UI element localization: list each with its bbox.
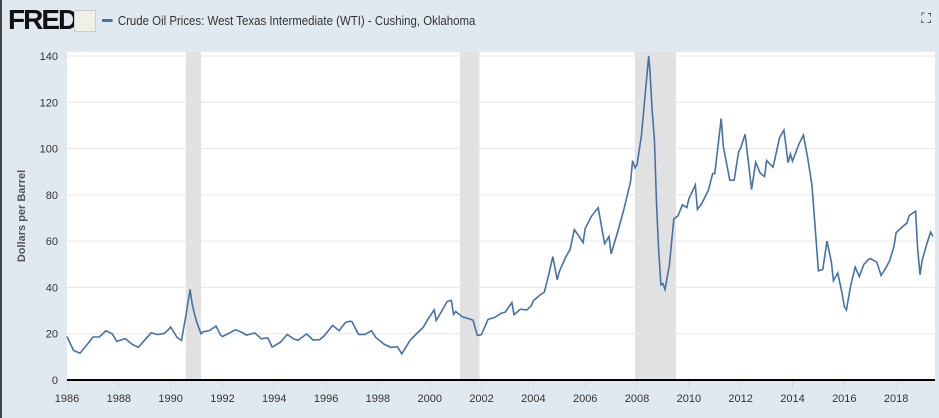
chart-logo-icon (74, 10, 96, 32)
recession-band (460, 52, 480, 380)
x-tick-label: 2006 (573, 393, 597, 405)
series-line (66, 55, 934, 356)
x-tick-label: 1986 (55, 393, 79, 405)
y-tick-label: 40 (46, 282, 58, 294)
fullscreen-icon[interactable]: ⛶ (921, 10, 931, 26)
x-tick-label: 2002 (469, 393, 493, 405)
legend: Crude Oil Prices: West Texas Intermediat… (102, 13, 475, 28)
x-tick-label: 1988 (107, 393, 131, 405)
y-tick-label: 140 (40, 51, 58, 63)
fred-logo[interactable]: FRED (8, 4, 78, 35)
plot-area (67, 52, 935, 380)
y-tick-label: 0 (52, 375, 58, 387)
legend-label: Crude Oil Prices: West Texas Intermediat… (117, 13, 476, 28)
legend-swatch (102, 19, 113, 22)
y-tick-label: 80 (46, 190, 58, 202)
x-tick-label: 1996 (314, 393, 338, 405)
x-tick-label: 1998 (366, 393, 390, 405)
y-tick-label: 20 (46, 329, 58, 341)
y-tick-label: 100 (40, 144, 58, 156)
x-tick-label: 2008 (625, 393, 649, 405)
y-axis-label: Dollars per Barrel (16, 170, 28, 262)
x-tick-label: 2018 (884, 393, 908, 405)
x-tick-label: 2004 (521, 393, 545, 405)
x-tick-label: 1992 (210, 393, 234, 405)
y-tick-label: 120 (40, 97, 58, 109)
x-tick-label: 2016 (832, 393, 856, 405)
x-tick-label: 2012 (728, 393, 752, 405)
x-tick-label: 1990 (158, 393, 182, 405)
y-tick-label: 60 (46, 236, 58, 248)
recession-band (634, 52, 676, 380)
x-tick-label: 1994 (262, 393, 286, 405)
x-tick-label: 2014 (780, 393, 804, 405)
recession-band (185, 52, 201, 380)
x-tick-label: 2010 (677, 393, 701, 405)
x-tick-label: 2000 (418, 393, 442, 405)
